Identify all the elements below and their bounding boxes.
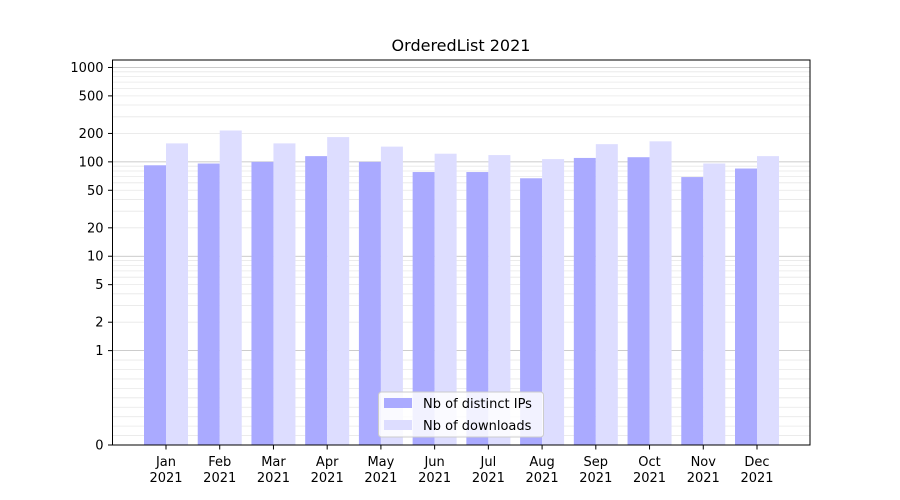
x-tick-label-year: 2021 [311, 471, 344, 486]
x-tick-label-year: 2021 [472, 471, 505, 486]
x-tick-label-month: May [367, 455, 394, 470]
x-tick-label-year: 2021 [418, 471, 451, 486]
y-tick-label: 5 [95, 278, 103, 293]
bar-distinct-ips [144, 165, 166, 445]
bar-downloads [757, 156, 779, 446]
bar-downloads [327, 137, 350, 446]
y-tick-label: 100 [79, 155, 104, 170]
y-tick-label: 1000 [70, 61, 103, 76]
bar-distinct-ips [627, 157, 650, 446]
x-tick-label-month: Aug [529, 455, 554, 470]
x-tick-label-year: 2021 [526, 471, 559, 486]
legend-label-ips: Nb of distinct IPs [423, 397, 532, 412]
bar-downloads [488, 155, 511, 445]
bar-downloads [649, 141, 672, 446]
x-tick-label-year: 2021 [364, 471, 397, 486]
bar-distinct-ips [197, 163, 220, 446]
bar-distinct-ips [681, 177, 704, 445]
x-tick-label-month: Apr [316, 455, 339, 470]
x-tick-label-month: Jan [155, 455, 176, 470]
y-tick-label: 200 [79, 127, 104, 142]
bar-distinct-ips [735, 168, 757, 445]
bar-downloads [434, 153, 457, 445]
x-tick-label-year: 2021 [149, 471, 182, 486]
plot-frame [112, 59, 811, 446]
x-tick-label-month: Dec [744, 455, 769, 470]
bar-distinct-ips [520, 178, 543, 445]
legend-box [378, 391, 544, 438]
bar-downloads [219, 130, 242, 446]
y-tick-label: 20 [87, 221, 104, 236]
y-tick-label: 1 [95, 344, 103, 359]
bar-downloads [542, 159, 565, 445]
y-tick-label: 0 [95, 439, 103, 454]
bar-downloads [273, 143, 296, 445]
x-tick-label-year: 2021 [579, 471, 612, 486]
bar-downloads [703, 163, 726, 446]
y-tick-label: 2 [95, 316, 103, 331]
x-tick-label-year: 2021 [740, 471, 773, 486]
x-tick-label-month: Jul [480, 455, 497, 470]
bar-distinct-ips [466, 172, 489, 445]
x-tick-label-month: Jun [423, 455, 444, 470]
x-tick-label-year: 2021 [633, 471, 666, 486]
x-tick-label-year: 2021 [257, 471, 290, 486]
bar-distinct-ips [412, 172, 435, 445]
bar-distinct-ips [305, 156, 328, 446]
bar-distinct-ips [573, 157, 596, 445]
x-tick-label-month: Feb [208, 455, 231, 470]
x-tick-label-month: Oct [638, 455, 660, 470]
legend-swatch-downloads [384, 420, 412, 430]
legend: Nb of distinct IPs Nb of downloads [378, 391, 544, 438]
legend-swatch-ips [384, 398, 412, 408]
legend-label-downloads: Nb of downloads [423, 419, 532, 434]
y-tick-label: 10 [87, 250, 104, 265]
x-tick-label-month: Mar [261, 455, 286, 470]
x-tick-label-year: 2021 [203, 471, 236, 486]
x-tick-label-month: Sep [584, 455, 609, 470]
x-tick-label-month: Nov [691, 455, 717, 470]
y-tick-label: 500 [79, 89, 104, 104]
bar-downloads [166, 143, 188, 445]
x-tick-label-year: 2021 [687, 471, 720, 486]
bar-downloads [380, 146, 403, 445]
bar-downloads [595, 144, 618, 445]
bar-distinct-ips [358, 161, 381, 445]
y-axis: 0 1 2 5 10 20 50 100 200 500 1000 [70, 61, 113, 454]
chart-title: OrderedList 2021 [392, 36, 531, 55]
y-tick-label: 50 [87, 184, 104, 199]
bars-layer [144, 130, 779, 446]
bar-distinct-ips [251, 161, 274, 445]
x-axis: Jan2021Feb2021Mar2021Apr2021May2021Jun20… [149, 445, 774, 486]
